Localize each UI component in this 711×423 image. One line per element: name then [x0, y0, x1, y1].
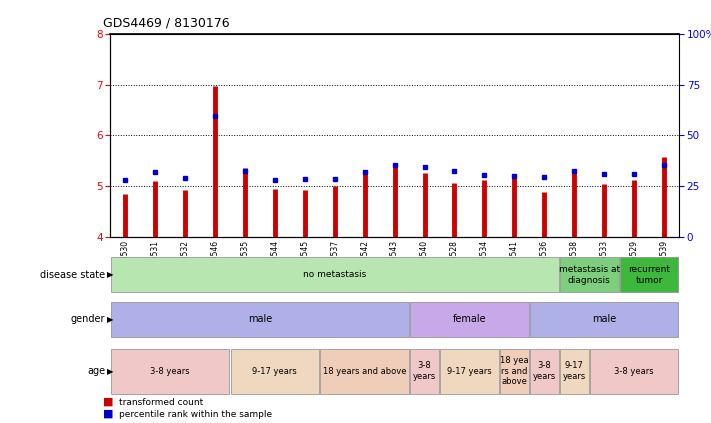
Bar [111, 302, 409, 337]
Text: GDS4469 / 8130176: GDS4469 / 8130176 [103, 17, 230, 30]
Text: 18 years and above: 18 years and above [323, 367, 407, 376]
Text: transformed count: transformed count [119, 398, 203, 407]
Text: 3-8 years: 3-8 years [150, 367, 190, 376]
Text: 3-8
years: 3-8 years [413, 362, 436, 381]
Text: ■: ■ [103, 409, 114, 419]
Text: gender: gender [70, 314, 105, 324]
Text: recurrent
tumor: recurrent tumor [628, 265, 670, 285]
Text: ▶: ▶ [107, 270, 114, 280]
Text: no metastasis: no metastasis [303, 270, 366, 280]
Text: ▶: ▶ [107, 315, 114, 324]
Text: 18 yea
rs and
above: 18 yea rs and above [500, 356, 529, 386]
Text: male: male [592, 314, 616, 324]
Bar [530, 349, 559, 393]
Text: female: female [453, 314, 486, 324]
Bar [111, 258, 559, 292]
Bar [560, 258, 619, 292]
Bar [590, 349, 678, 393]
Bar [111, 349, 230, 393]
Bar [530, 302, 678, 337]
Bar [560, 349, 589, 393]
Text: male: male [247, 314, 272, 324]
Text: metastasis at
diagnosis: metastasis at diagnosis [559, 265, 620, 285]
Bar [230, 349, 319, 393]
Text: 3-8 years: 3-8 years [614, 367, 654, 376]
Bar [500, 349, 529, 393]
Text: ▶: ▶ [107, 367, 114, 376]
Text: 9-17 years: 9-17 years [252, 367, 297, 376]
Text: ■: ■ [103, 397, 114, 407]
Text: 9-17
years: 9-17 years [562, 362, 586, 381]
Text: 9-17 years: 9-17 years [447, 367, 492, 376]
Bar [410, 302, 529, 337]
Bar [410, 349, 439, 393]
Text: 3-8
years: 3-8 years [533, 362, 556, 381]
Bar [321, 349, 409, 393]
Text: age: age [87, 366, 105, 376]
Bar [620, 258, 678, 292]
Text: disease state: disease state [40, 270, 105, 280]
Bar [440, 349, 499, 393]
Text: percentile rank within the sample: percentile rank within the sample [119, 410, 272, 419]
